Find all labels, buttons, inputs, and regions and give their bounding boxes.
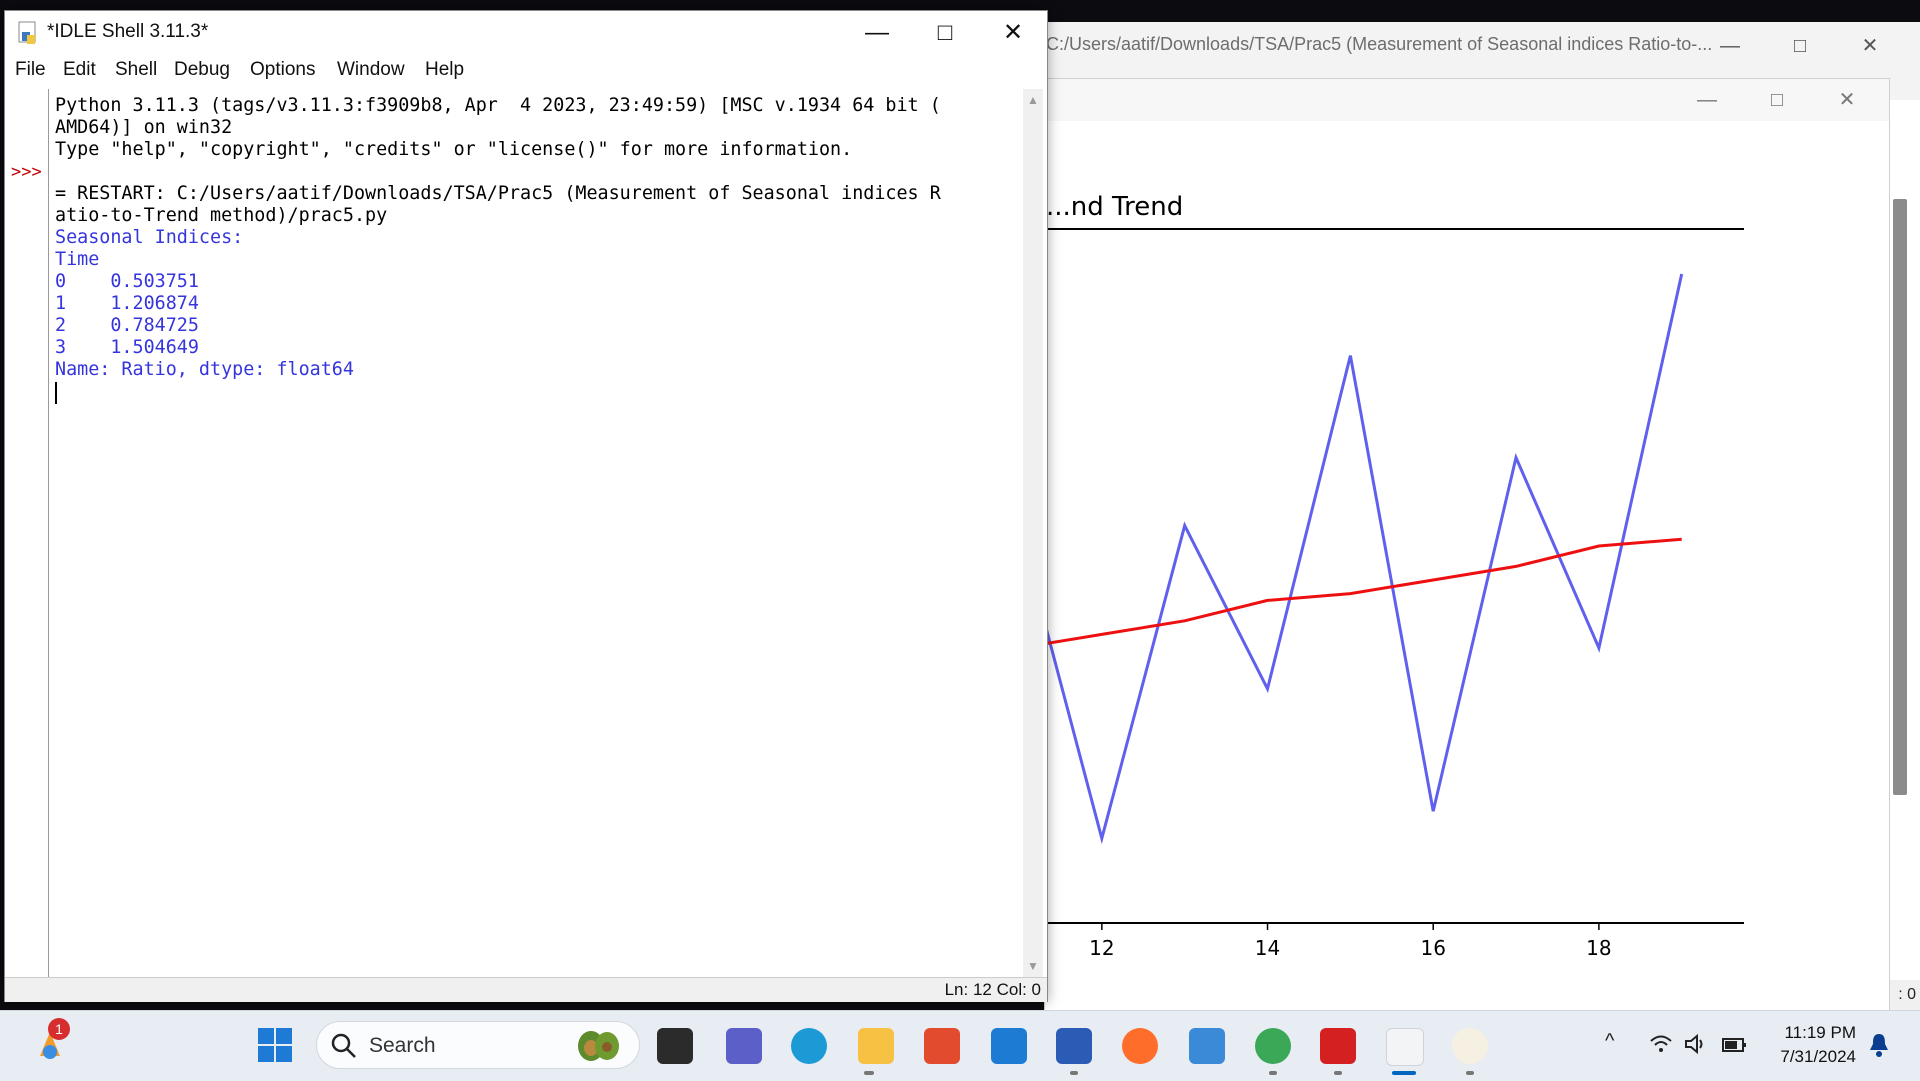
chrome-running-indicator	[1269, 1071, 1277, 1075]
figure-maximize-icon[interactable]: □	[1770, 89, 1784, 111]
notification-bell-icon[interactable]	[1868, 1032, 1890, 1058]
shell-line: atio-to-Trend method)/prac5.py	[55, 205, 388, 226]
explorer-running-indicator	[864, 1071, 874, 1075]
wifi-icon[interactable]	[1650, 1034, 1672, 1054]
shell-prompt: >>>	[11, 162, 42, 182]
battery-icon[interactable]	[1722, 1034, 1748, 1054]
shell-output[interactable]: Python 3.11.3 (tags/v3.11.3:f3909b8, Apr…	[55, 95, 1021, 404]
search-icon	[331, 1033, 356, 1058]
maximize-icon[interactable]: □	[1793, 35, 1807, 57]
shell-line: AMD64)] on win32	[55, 117, 233, 138]
weather-widget-icon[interactable]	[30, 1026, 70, 1066]
snipping-running-indicator	[1466, 1071, 1474, 1075]
minimize-icon[interactable]: —	[1720, 35, 1740, 57]
shell-line: = RESTART: C:/Users/aatif/Downloads/TSA/…	[55, 183, 941, 204]
x-tick-label: 14	[1255, 936, 1280, 960]
start-windows-icon[interactable]	[257, 1027, 293, 1063]
avocado-icon	[578, 1031, 619, 1061]
acrobat-running-indicator	[1334, 1071, 1342, 1075]
shell-scrollbar[interactable]: ▲ ▼	[1023, 89, 1043, 977]
idle-app-icon	[18, 21, 36, 44]
idle-menubar	[5, 55, 1047, 89]
chart-series	[1044, 273, 1684, 845]
idle-title-bar[interactable]: *IDLE Shell 3.11.3* — □ ✕	[5, 11, 1047, 55]
cursor-position: Ln: 12 Col: 0	[944, 980, 1041, 999]
plot-frame	[1044, 228, 1744, 924]
editor-title: C:/Users/aatif/Downloads/TSA/Prac5 (Meas…	[1046, 34, 1713, 54]
chrome-icon[interactable]	[1255, 1028, 1291, 1064]
task-view-icon[interactable]	[657, 1028, 693, 1064]
scroll-up-icon[interactable]: ▲	[1027, 93, 1039, 107]
idle-status-bar: Ln: 12 Col: 0	[5, 977, 1047, 1002]
figure-close-icon[interactable]: ✕	[1838, 89, 1856, 111]
figure-title-bar[interactable]: — □ ✕	[1045, 79, 1889, 121]
acrobat-icon[interactable]	[1320, 1028, 1356, 1064]
prompt-gutter: >>>	[5, 89, 49, 977]
shell-line: 1 1.206874	[55, 293, 199, 314]
menu-shell[interactable]: Shell	[115, 59, 158, 80]
shell-line: Name: Ratio, dtype: float64	[55, 359, 354, 380]
menu-window[interactable]: Window	[337, 59, 405, 80]
scroll-down-icon[interactable]: ▼	[1027, 959, 1039, 973]
taskbar-search[interactable]: Search	[316, 1021, 640, 1069]
x-tick-label: 12	[1089, 936, 1114, 960]
clock-time: 11:19 PM	[1784, 1023, 1856, 1042]
clock-date: 7/31/2024	[1780, 1047, 1856, 1066]
menu-help[interactable]: Help	[425, 59, 465, 80]
menu-debug[interactable]: Debug	[174, 59, 230, 80]
figure-minimize-icon[interactable]: —	[1697, 89, 1717, 111]
text-cursor	[55, 382, 57, 404]
editor-title-bar[interactable]: C:/Users/aatif/Downloads/TSA/Prac5 (Meas…	[1044, 22, 1920, 70]
shell-line: 0 0.503751	[55, 271, 199, 292]
shell-line: 2 0.784725	[55, 315, 199, 336]
idle-maximize-icon[interactable]: □	[937, 19, 953, 46]
shell-line: Seasonal Indices:	[55, 227, 244, 248]
menu-options[interactable]: Options	[250, 59, 316, 80]
idle-close-icon[interactable]: ✕	[1002, 19, 1024, 46]
figure-scrollbar[interactable]	[1893, 199, 1907, 795]
editor-status-text: : 0	[1898, 986, 1916, 1003]
system-clock[interactable]: 11:19 PM 7/31/2024	[1780, 1021, 1856, 1069]
chart-title: ...nd Trend	[1046, 192, 1183, 222]
file-explorer-icon[interactable]	[858, 1028, 894, 1064]
notification-badge: 1	[48, 1018, 70, 1040]
shell-line: Python 3.11.3 (tags/v3.11.3:f3909b8, Apr…	[55, 95, 941, 116]
series-line-0	[1044, 273, 1684, 845]
shell-line: 3 1.504649	[55, 337, 199, 358]
menu-file[interactable]: File	[15, 59, 46, 80]
idle-python-icon[interactable]	[1386, 1028, 1424, 1066]
firefox-icon[interactable]	[1122, 1028, 1158, 1064]
snipping-tool-icon[interactable]	[1452, 1028, 1488, 1064]
word-icon[interactable]	[1056, 1028, 1092, 1064]
teams-icon[interactable]	[726, 1028, 762, 1064]
chevron-up-icon[interactable]: ^	[1605, 1030, 1615, 1052]
idle-minimize-icon[interactable]: —	[865, 19, 889, 46]
search-label: Search	[369, 1034, 436, 1057]
shell-line	[55, 161, 1021, 183]
x-axis-ticks: 12 14 16 18	[1089, 923, 1612, 960]
series-line-1	[1044, 537, 1682, 646]
microsoft-store-icon[interactable]	[924, 1028, 960, 1064]
shell-text-area[interactable]: >>> Python 3.11.3 (tags/v3.11.3:f3909b8,…	[5, 89, 1047, 977]
idle-active-indicator	[1392, 1071, 1416, 1075]
idle-shell-window: *IDLE Shell 3.11.3* — □ ✕ File Edit Shel…	[4, 10, 1048, 1002]
edge-browser-icon[interactable]	[791, 1028, 827, 1064]
word-running-indicator	[1070, 1071, 1078, 1075]
close-icon[interactable]: ✕	[1861, 35, 1879, 57]
shell-line: Time	[55, 249, 100, 270]
volume-icon[interactable]	[1684, 1034, 1708, 1054]
notepad-icon[interactable]	[1189, 1028, 1225, 1064]
idle-title: *IDLE Shell 3.11.3*	[47, 21, 209, 42]
x-tick-label: 18	[1586, 936, 1611, 960]
mail-icon[interactable]	[991, 1028, 1027, 1064]
chart: ...nd Trend 12 14 16 18	[1044, 192, 1744, 960]
menu-edit[interactable]: Edit	[63, 59, 96, 80]
shell-line: Type "help", "copyright", "credits" or "…	[55, 139, 853, 160]
x-tick-label: 16	[1420, 936, 1445, 960]
